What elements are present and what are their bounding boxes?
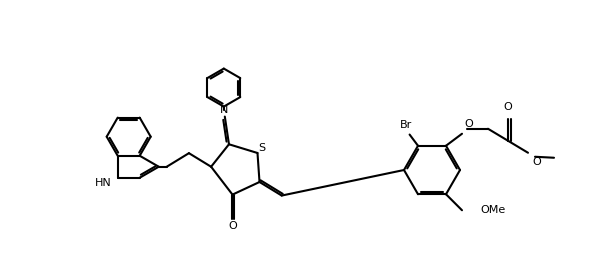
Text: O: O: [504, 102, 513, 112]
Text: HN: HN: [95, 178, 111, 188]
Text: N: N: [220, 105, 228, 115]
Text: Br: Br: [399, 120, 411, 130]
Text: O: O: [228, 221, 237, 231]
Text: S: S: [258, 143, 265, 153]
Text: O: O: [532, 157, 541, 167]
Text: OMe: OMe: [480, 205, 505, 215]
Text: O: O: [464, 119, 472, 129]
